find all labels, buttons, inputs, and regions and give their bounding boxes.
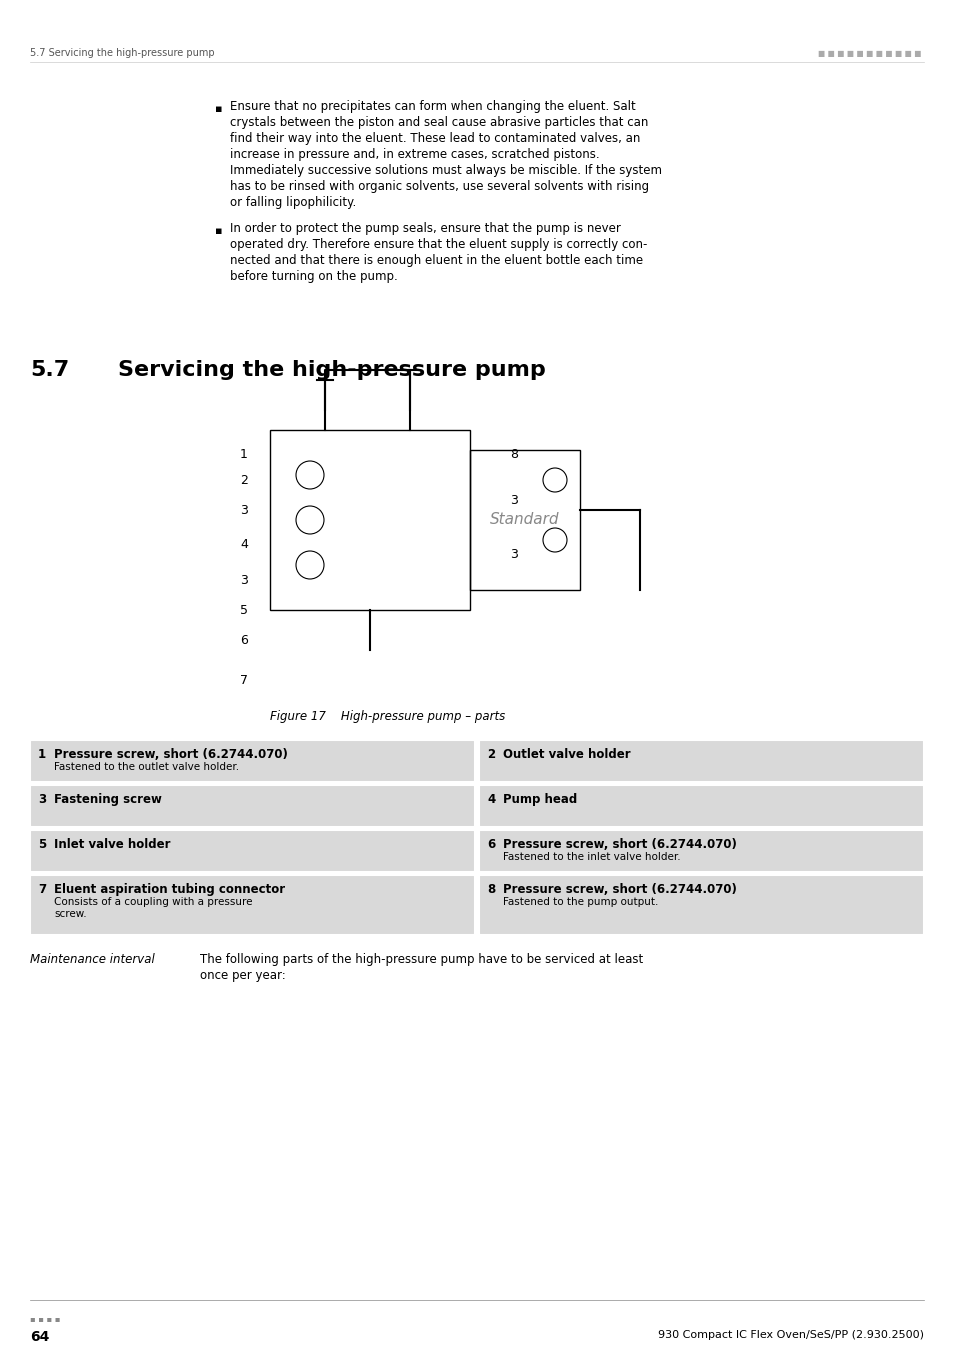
Text: nected and that there is enough eluent in the eluent bottle each time: nected and that there is enough eluent i…: [230, 254, 642, 267]
Text: increase in pressure and, in extreme cases, scratched pistons.: increase in pressure and, in extreme cas…: [230, 148, 599, 161]
Text: Immediately successive solutions must always be miscible. If the system: Immediately successive solutions must al…: [230, 163, 661, 177]
Text: Fastened to the pump output.: Fastened to the pump output.: [502, 896, 658, 907]
Text: 5.7: 5.7: [30, 360, 70, 379]
Bar: [30, 875, 475, 936]
Text: 6: 6: [240, 633, 248, 647]
Text: 7: 7: [240, 674, 248, 687]
Text: 3: 3: [240, 574, 248, 586]
Text: Consists of a coupling with a pressure
screw.: Consists of a coupling with a pressure s…: [54, 896, 253, 918]
Text: 2: 2: [486, 748, 495, 761]
Text: Pump head: Pump head: [502, 792, 577, 806]
Text: 3: 3: [240, 504, 248, 517]
Text: 64: 64: [30, 1330, 50, 1345]
Bar: [30, 740, 475, 782]
Bar: [30, 830, 475, 872]
Text: 2: 2: [240, 474, 248, 486]
Text: operated dry. Therefore ensure that the eluent supply is correctly con-: operated dry. Therefore ensure that the …: [230, 238, 647, 251]
Text: Inlet valve holder: Inlet valve holder: [54, 838, 171, 850]
Bar: [30, 784, 475, 828]
Text: 7: 7: [38, 883, 46, 896]
Text: Figure 17    High-pressure pump – parts: Figure 17 High-pressure pump – parts: [270, 710, 505, 724]
Text: once per year:: once per year:: [200, 969, 286, 981]
Text: 5: 5: [240, 603, 248, 617]
Text: crystals between the piston and seal cause abrasive particles that can: crystals between the piston and seal cau…: [230, 116, 648, 130]
Text: 1: 1: [240, 448, 248, 462]
Text: Pressure screw, short (6.2744.070): Pressure screw, short (6.2744.070): [502, 838, 736, 850]
Text: 5: 5: [38, 838, 46, 850]
Text: ■ ■ ■ ■ ■ ■ ■ ■ ■ ■ ■: ■ ■ ■ ■ ■ ■ ■ ■ ■ ■ ■: [818, 49, 923, 58]
Text: Servicing the high-pressure pump: Servicing the high-pressure pump: [118, 360, 545, 379]
Text: Fastened to the outlet valve holder.: Fastened to the outlet valve holder.: [54, 761, 239, 772]
Text: 4: 4: [486, 792, 495, 806]
Text: 5.7 Servicing the high-pressure pump: 5.7 Servicing the high-pressure pump: [30, 49, 214, 58]
Text: Outlet valve holder: Outlet valve holder: [502, 748, 630, 761]
Text: In order to protect the pump seals, ensure that the pump is never: In order to protect the pump seals, ensu…: [230, 221, 620, 235]
Text: 6: 6: [486, 838, 495, 850]
Text: has to be rinsed with organic solvents, use several solvents with rising: has to be rinsed with organic solvents, …: [230, 180, 648, 193]
Text: Pressure screw, short (6.2744.070): Pressure screw, short (6.2744.070): [502, 883, 736, 896]
Text: 1: 1: [38, 748, 46, 761]
Text: Eluent aspiration tubing connector: Eluent aspiration tubing connector: [54, 883, 285, 896]
Bar: [270, 431, 470, 610]
Text: ▪: ▪: [214, 104, 222, 113]
Text: 8: 8: [486, 883, 495, 896]
Bar: [470, 450, 579, 590]
Bar: [478, 830, 923, 872]
Text: 930 Compact IC Flex Oven/SeS/PP (2.930.2500): 930 Compact IC Flex Oven/SeS/PP (2.930.2…: [658, 1330, 923, 1341]
Text: ▪ ▪ ▪ ▪: ▪ ▪ ▪ ▪: [30, 1315, 63, 1324]
Text: or falling lipophilicity.: or falling lipophilicity.: [230, 196, 355, 209]
Text: 4: 4: [240, 539, 248, 552]
Text: before turning on the pump.: before turning on the pump.: [230, 270, 397, 284]
Text: 8: 8: [510, 448, 517, 462]
Text: Fastening screw: Fastening screw: [54, 792, 162, 806]
Text: Maintenance interval: Maintenance interval: [30, 953, 154, 967]
Text: Ensure that no precipitates can form when changing the eluent. Salt: Ensure that no precipitates can form whe…: [230, 100, 635, 113]
Bar: [478, 784, 923, 828]
Text: 3: 3: [510, 548, 517, 562]
Text: The following parts of the high-pressure pump have to be serviced at least: The following parts of the high-pressure…: [200, 953, 642, 967]
Text: Standard: Standard: [490, 513, 559, 528]
Text: Pressure screw, short (6.2744.070): Pressure screw, short (6.2744.070): [54, 748, 288, 761]
Text: 3: 3: [38, 792, 46, 806]
Text: ▪: ▪: [214, 225, 222, 236]
Text: 3: 3: [510, 494, 517, 506]
Text: Fastened to the inlet valve holder.: Fastened to the inlet valve holder.: [502, 852, 679, 863]
Bar: [478, 875, 923, 936]
Text: find their way into the eluent. These lead to contaminated valves, an: find their way into the eluent. These le…: [230, 132, 639, 144]
Bar: [478, 740, 923, 782]
